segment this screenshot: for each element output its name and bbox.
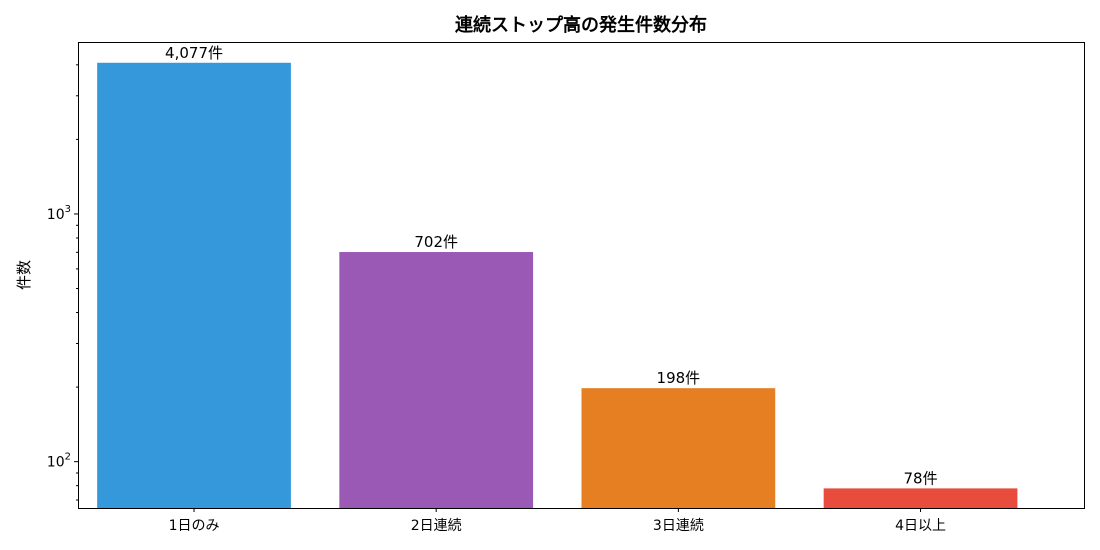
bar-value-label: 702件	[414, 233, 458, 251]
y-ticks-group: 102 103	[47, 64, 79, 501]
plot-frame	[78, 42, 1085, 509]
bar-labels-group: 4,077件 702件 198件 78件	[165, 44, 938, 488]
bar-value-label: 4,077件	[165, 44, 223, 62]
x-ticks-group: 1日のみ 2日連続 3日連続 4日以上	[169, 508, 946, 534]
bar-value-label: 198件	[657, 369, 701, 387]
x-tick-label: 2日連続	[411, 517, 462, 534]
y-axis-label: 件数	[15, 260, 33, 290]
bars-group	[97, 62, 1018, 508]
y-tick-label: 102	[47, 452, 71, 471]
bar-value-label: 78件	[903, 469, 937, 487]
x-tick-label: 1日のみ	[169, 518, 220, 534]
bar	[97, 62, 291, 508]
x-tick-label: 4日以上	[895, 518, 946, 534]
bar	[823, 488, 1018, 508]
y-tick-label: 103	[47, 204, 71, 223]
bar	[581, 388, 776, 508]
chart-title: 連続ストップ高の発生件数分布	[455, 14, 707, 36]
x-tick-label: 3日連続	[653, 517, 704, 534]
bar	[339, 252, 534, 508]
